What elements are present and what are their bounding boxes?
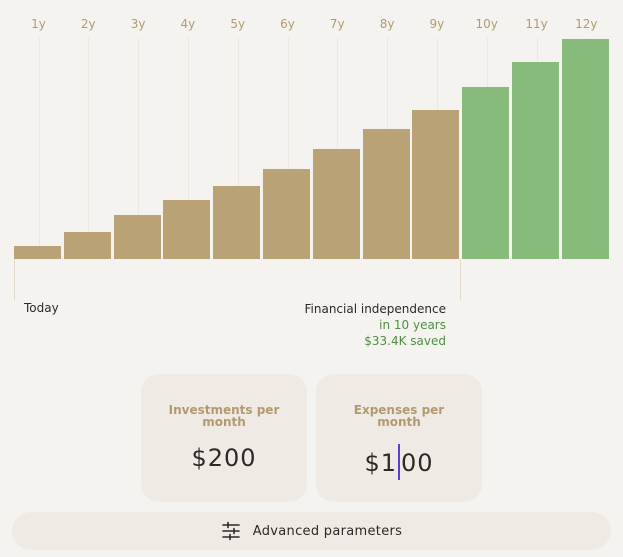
gridline-2y (88, 38, 90, 232)
expenses-title-line2: month (377, 415, 421, 429)
expenses-value-field[interactable]: $1 00 (316, 444, 482, 480)
year-label-7y: 7y (329, 17, 345, 31)
gridline-6y (287, 38, 289, 169)
expenses-title-line1: Expenses per (353, 403, 445, 417)
bar-5y (213, 185, 261, 259)
today-tick (14, 259, 15, 300)
expenses-title: Expenses per month (316, 404, 482, 428)
year-label-11y: 11y (525, 17, 548, 31)
bar-9y (412, 109, 460, 259)
gridline-9y (436, 38, 438, 110)
bar-11y (512, 62, 559, 259)
investments-title: Investments per month (141, 404, 307, 428)
gridline-1y (38, 38, 40, 247)
gridline-5y (237, 38, 239, 186)
bar-7y (312, 149, 360, 259)
gridline-4y (187, 38, 189, 201)
bar-6y (263, 168, 310, 259)
bar-4y (163, 200, 211, 259)
year-label-5y: 5y (230, 17, 246, 31)
expenses-value-after-caret: 00 (401, 449, 434, 477)
year-label-2y: 2y (80, 17, 96, 31)
independence-tick (460, 259, 462, 300)
gridline-7y (337, 38, 339, 149)
bar-12y (561, 39, 609, 259)
bar-2y (63, 231, 111, 259)
investments-value[interactable]: $200 (191, 444, 257, 472)
expenses-value-before-caret: $1 (364, 449, 397, 477)
financial-independence-title: Financial independence (304, 302, 447, 316)
savings-projection-chart: 1y 2y 3y 4y 5y 6y 7y 8y 9y 10y 11y 12y (14, 17, 609, 300)
year-label-4y: 4y (180, 17, 196, 31)
year-label-9y: 9y (429, 17, 445, 31)
bar-10y (462, 86, 510, 259)
expenses-card[interactable]: Expenses per month $1 00 (316, 374, 482, 502)
gridline-8y (387, 38, 389, 130)
investments-title-line2: month (202, 415, 246, 429)
year-label-12y: 12y (575, 17, 598, 31)
year-label-3y: 3y (130, 17, 146, 31)
today-label: Today (24, 301, 59, 315)
bar-1y (14, 246, 61, 259)
advanced-parameters-label: Advanced parameters (252, 523, 403, 539)
text-caret (398, 444, 400, 480)
investments-card[interactable]: Investments per month $200 (141, 374, 307, 502)
independence-saved: $33.4K saved (364, 334, 446, 348)
year-label-1y: 1y (31, 17, 46, 31)
advanced-parameters-button[interactable]: Advanced parameters (12, 512, 611, 550)
gridline-12y (586, 38, 588, 39)
year-label-10y: 10y (475, 17, 498, 31)
year-label-8y: 8y (379, 17, 395, 31)
financial-independence-marker: Financial independence in 10 years $33.4… (305, 301, 447, 349)
bar-3y (113, 215, 161, 259)
gridline-10y (486, 38, 488, 87)
gridline-3y (138, 38, 140, 216)
gridline-11y (536, 38, 538, 63)
investments-title-line1: Investments per (168, 403, 280, 417)
year-label-6y: 6y (280, 17, 295, 31)
independence-years: in 10 years (379, 318, 446, 332)
bar-8y (362, 129, 410, 259)
sliders-icon (221, 521, 240, 541)
